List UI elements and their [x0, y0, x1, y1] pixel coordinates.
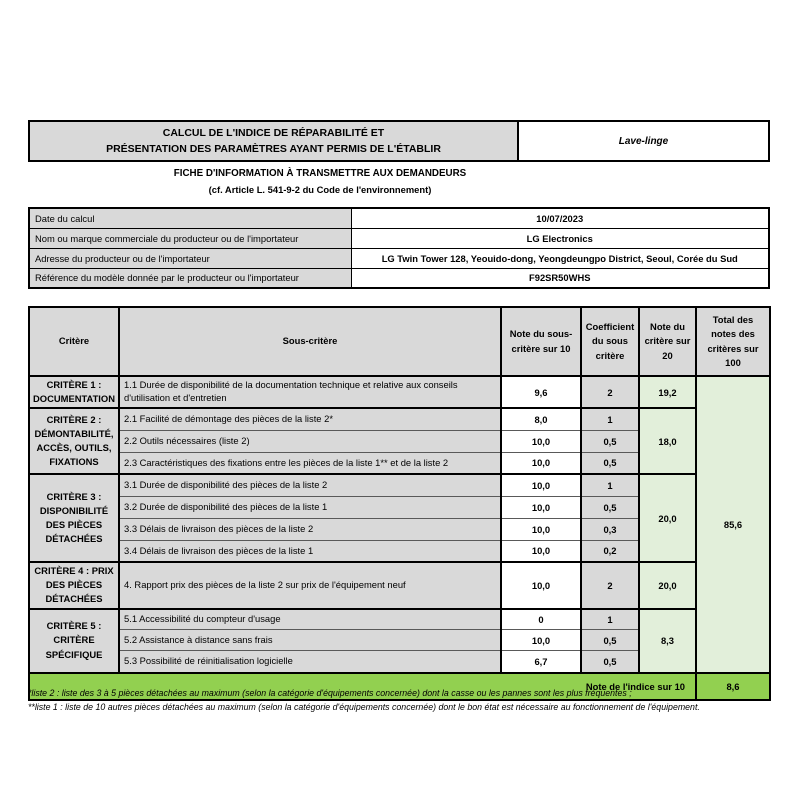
subcriterion-note: 10,0 — [500, 517, 582, 541]
table-row: 5.3 Possibilité de réinitialisation logi… — [29, 650, 770, 673]
criterion-name: CRITÈRE 1 : DOCUMENTATION — [28, 374, 120, 409]
subcriterion-text: 3.3 Délais de livraison des pièces de la… — [118, 517, 502, 541]
criterion-note20: 18,0 — [638, 407, 697, 475]
criterion-note20: 8,3 — [638, 607, 697, 673]
info-label: Adresse du producteur ou de l'importateu… — [28, 247, 352, 269]
subcriterion-note: 10,0 — [500, 561, 582, 609]
subcriterion-text: 3.1 Durée de disponibilité des pièces de… — [118, 473, 502, 497]
subcriterion-coefficient: 0,5 — [580, 495, 640, 519]
subcriterion-text: 3.2 Durée de disponibilité des pièces de… — [118, 495, 502, 519]
subcriterion-note: 10,0 — [500, 495, 582, 519]
subcriterion-note: 8,0 — [500, 407, 582, 431]
document-title-line1: CALCUL DE L'INDICE DE RÉPARABILITÉ ET — [162, 126, 385, 139]
subcriterion-coefficient: 2 — [580, 374, 640, 409]
table-row: CRITÈRE 5 : CRITÈRE SPÉCIFIQUE 5.1 Acces… — [28, 607, 770, 673]
info-label: Référence du modèle donnée par le produc… — [28, 267, 352, 289]
subcriterion-coefficient: 0,2 — [580, 539, 640, 563]
info-value: F92SR50WHS — [350, 267, 770, 289]
subcriterion-note: 9,6 — [500, 374, 582, 409]
header-note20: Note du critère sur 20 — [638, 306, 697, 377]
info-row-date: Date du calcul 10/07/2023 — [28, 207, 770, 229]
subcriterion-coefficient: 1 — [580, 473, 640, 497]
table-row: CRITÈRE 3 : DISPONIBILITÉ DES PIÈCES DÉT… — [28, 473, 770, 563]
criterion-note20: 19,2 — [638, 374, 697, 409]
subcriterion-coefficient: 0,5 — [580, 629, 640, 651]
subcriterion-text: 2.2 Outils nécessaires (liste 2) — [118, 429, 502, 453]
score-table: Critère Sous-critère Note du sous-critèr… — [28, 306, 771, 701]
footnote-liste1: **liste 1 : liste de 10 autres pièces dé… — [28, 702, 700, 713]
subcriterion-text: 2.1 Facilité de démontage des pièces de … — [118, 407, 502, 431]
subcriterion-coefficient: 0,3 — [580, 517, 640, 541]
subcriterion-coefficient: 0,5 — [580, 451, 640, 475]
criterion-name: CRITÈRE 4 : PRIX DES PIÈCES DÉTACHÉES — [28, 561, 120, 609]
subcriterion-note: 10,0 — [500, 473, 582, 497]
header-sous-critere: Sous-critère — [118, 306, 502, 377]
subcriterion-coefficient: 0,5 — [580, 429, 640, 453]
criterion-name: CRITÈRE 3 : DISPONIBILITÉ DES PIÈCES DÉT… — [28, 473, 120, 563]
footnote-liste2: *liste 2 : liste des 3 à 5 pièces détach… — [28, 688, 632, 698]
info-label: Nom ou marque commerciale du producteur … — [28, 227, 352, 249]
document-title-line2: PRÉSENTATION DES PARAMÈTRES AYANT PERMIS… — [106, 143, 441, 155]
subcriterion-text: 3.4 Délais de livraison des pièces de la… — [118, 539, 502, 563]
subcriterion-note: 10,0 — [500, 429, 582, 453]
header-coefficient: Coefficient du sous critère — [580, 306, 640, 377]
product-type: Lave-linge — [618, 135, 669, 147]
final-score-row: Note de l'indice sur 10 8,6 — [28, 671, 771, 701]
info-value: LG Electronics — [350, 227, 770, 249]
subcriterion-text: 1.1 Durée de disponibilité de la documen… — [118, 374, 502, 409]
table-row: CRITÈRE 1 : DOCUMENTATION 1.1 Durée de d… — [28, 374, 771, 673]
subcriterion-coefficient: 2 — [580, 561, 640, 609]
subcriterion-note: 10,0 — [500, 451, 582, 475]
header-note10: Note du sous-critère sur 10 — [500, 306, 582, 377]
criterion-name: CRITÈRE 5 : CRITÈRE SPÉCIFIQUE — [28, 607, 120, 673]
subcriterion-text: 5.2 Assistance à distance sans frais — [118, 629, 502, 651]
subtitle-line2: (cf. Article L. 541-9-2 du Code de l'env… — [208, 184, 432, 195]
table-row: 3.4 Délais de livraison des pièces de la… — [29, 539, 770, 563]
subcriterion-coefficient: 1 — [580, 607, 640, 630]
table-row: 2.2 Outils nécessaires (liste 2) 10,0 0,… — [29, 429, 770, 453]
footnotes: *liste 2 : liste des 3 à 5 pièces détach… — [28, 686, 774, 714]
subcriterion-note: 10,0 — [500, 629, 582, 651]
title-banner: CALCUL DE L'INDICE DE RÉPARABILITÉ ET PR… — [28, 120, 770, 162]
subcriterion-text: 4. Rapport prix des pièces de la liste 2… — [118, 561, 502, 609]
subcriterion-text: 5.3 Possibilité de réinitialisation logi… — [118, 650, 502, 673]
document-title: CALCUL DE L'INDICE DE RÉPARABILITÉ ET PR… — [30, 122, 519, 160]
criterion-name: CRITÈRE 2 : DÉMONTABILITÉ, ACCÈS, OUTILS… — [28, 407, 120, 475]
table-row: 3.2 Durée de disponibilité des pièces de… — [29, 495, 770, 519]
info-value: LG Twin Tower 128, Yeouido-dong, Yeongde… — [350, 247, 770, 269]
score-table-header-row: Critère Sous-critère Note du sous-critèr… — [28, 306, 771, 377]
header-total100: Total des notes des critères sur 100 — [695, 306, 771, 377]
subcriterion-text: 5.1 Accessibilité du compteur d'usage — [118, 607, 502, 630]
subcriterion-note: 10,0 — [500, 539, 582, 563]
info-row-model: Référence du modèle donnée par le produc… — [28, 267, 770, 289]
table-row: CRITÈRE 4 : PRIX DES PIÈCES DÉTACHÉES 4.… — [28, 561, 770, 609]
table-row: 3.3 Délais de livraison des pièces de la… — [29, 517, 770, 541]
subcriterion-coefficient: 0,5 — [580, 650, 640, 673]
subcriterion-note: 0 — [500, 607, 582, 630]
total-note-100: 85,6 — [695, 375, 771, 673]
table-row: 2.3 Caractéristiques des fixations entre… — [29, 451, 770, 475]
subcriterion-note: 6,7 — [500, 650, 582, 673]
final-score-value: 8,6 — [695, 671, 771, 701]
subcriterion-text: 2.3 Caractéristiques des fixations entre… — [118, 451, 502, 475]
producer-info-table: Date du calcul 10/07/2023 Nom ou marque … — [28, 207, 770, 289]
subcriterion-coefficient: 1 — [580, 407, 640, 431]
subtitle-block: FICHE D'INFORMATION À TRANSMETTRE AUX DE… — [28, 168, 612, 195]
subtitle-line1: FICHE D'INFORMATION À TRANSMETTRE AUX DE… — [173, 168, 467, 179]
info-row-brand: Nom ou marque commerciale du producteur … — [28, 227, 770, 249]
criterion-note20: 20,0 — [638, 473, 697, 563]
criterion-note20: 20,0 — [638, 561, 697, 609]
header-critere: Critère — [28, 306, 120, 377]
final-score-label: Note de l'indice sur 10 — [28, 671, 697, 701]
table-row: CRITÈRE 2 : DÉMONTABILITÉ, ACCÈS, OUTILS… — [28, 407, 770, 475]
info-value: 10/07/2023 — [350, 207, 770, 229]
info-label: Date du calcul — [28, 207, 352, 229]
table-row: 5.2 Assistance à distance sans frais 10,… — [29, 629, 770, 651]
info-row-address: Adresse du producteur ou de l'importateu… — [28, 247, 770, 269]
